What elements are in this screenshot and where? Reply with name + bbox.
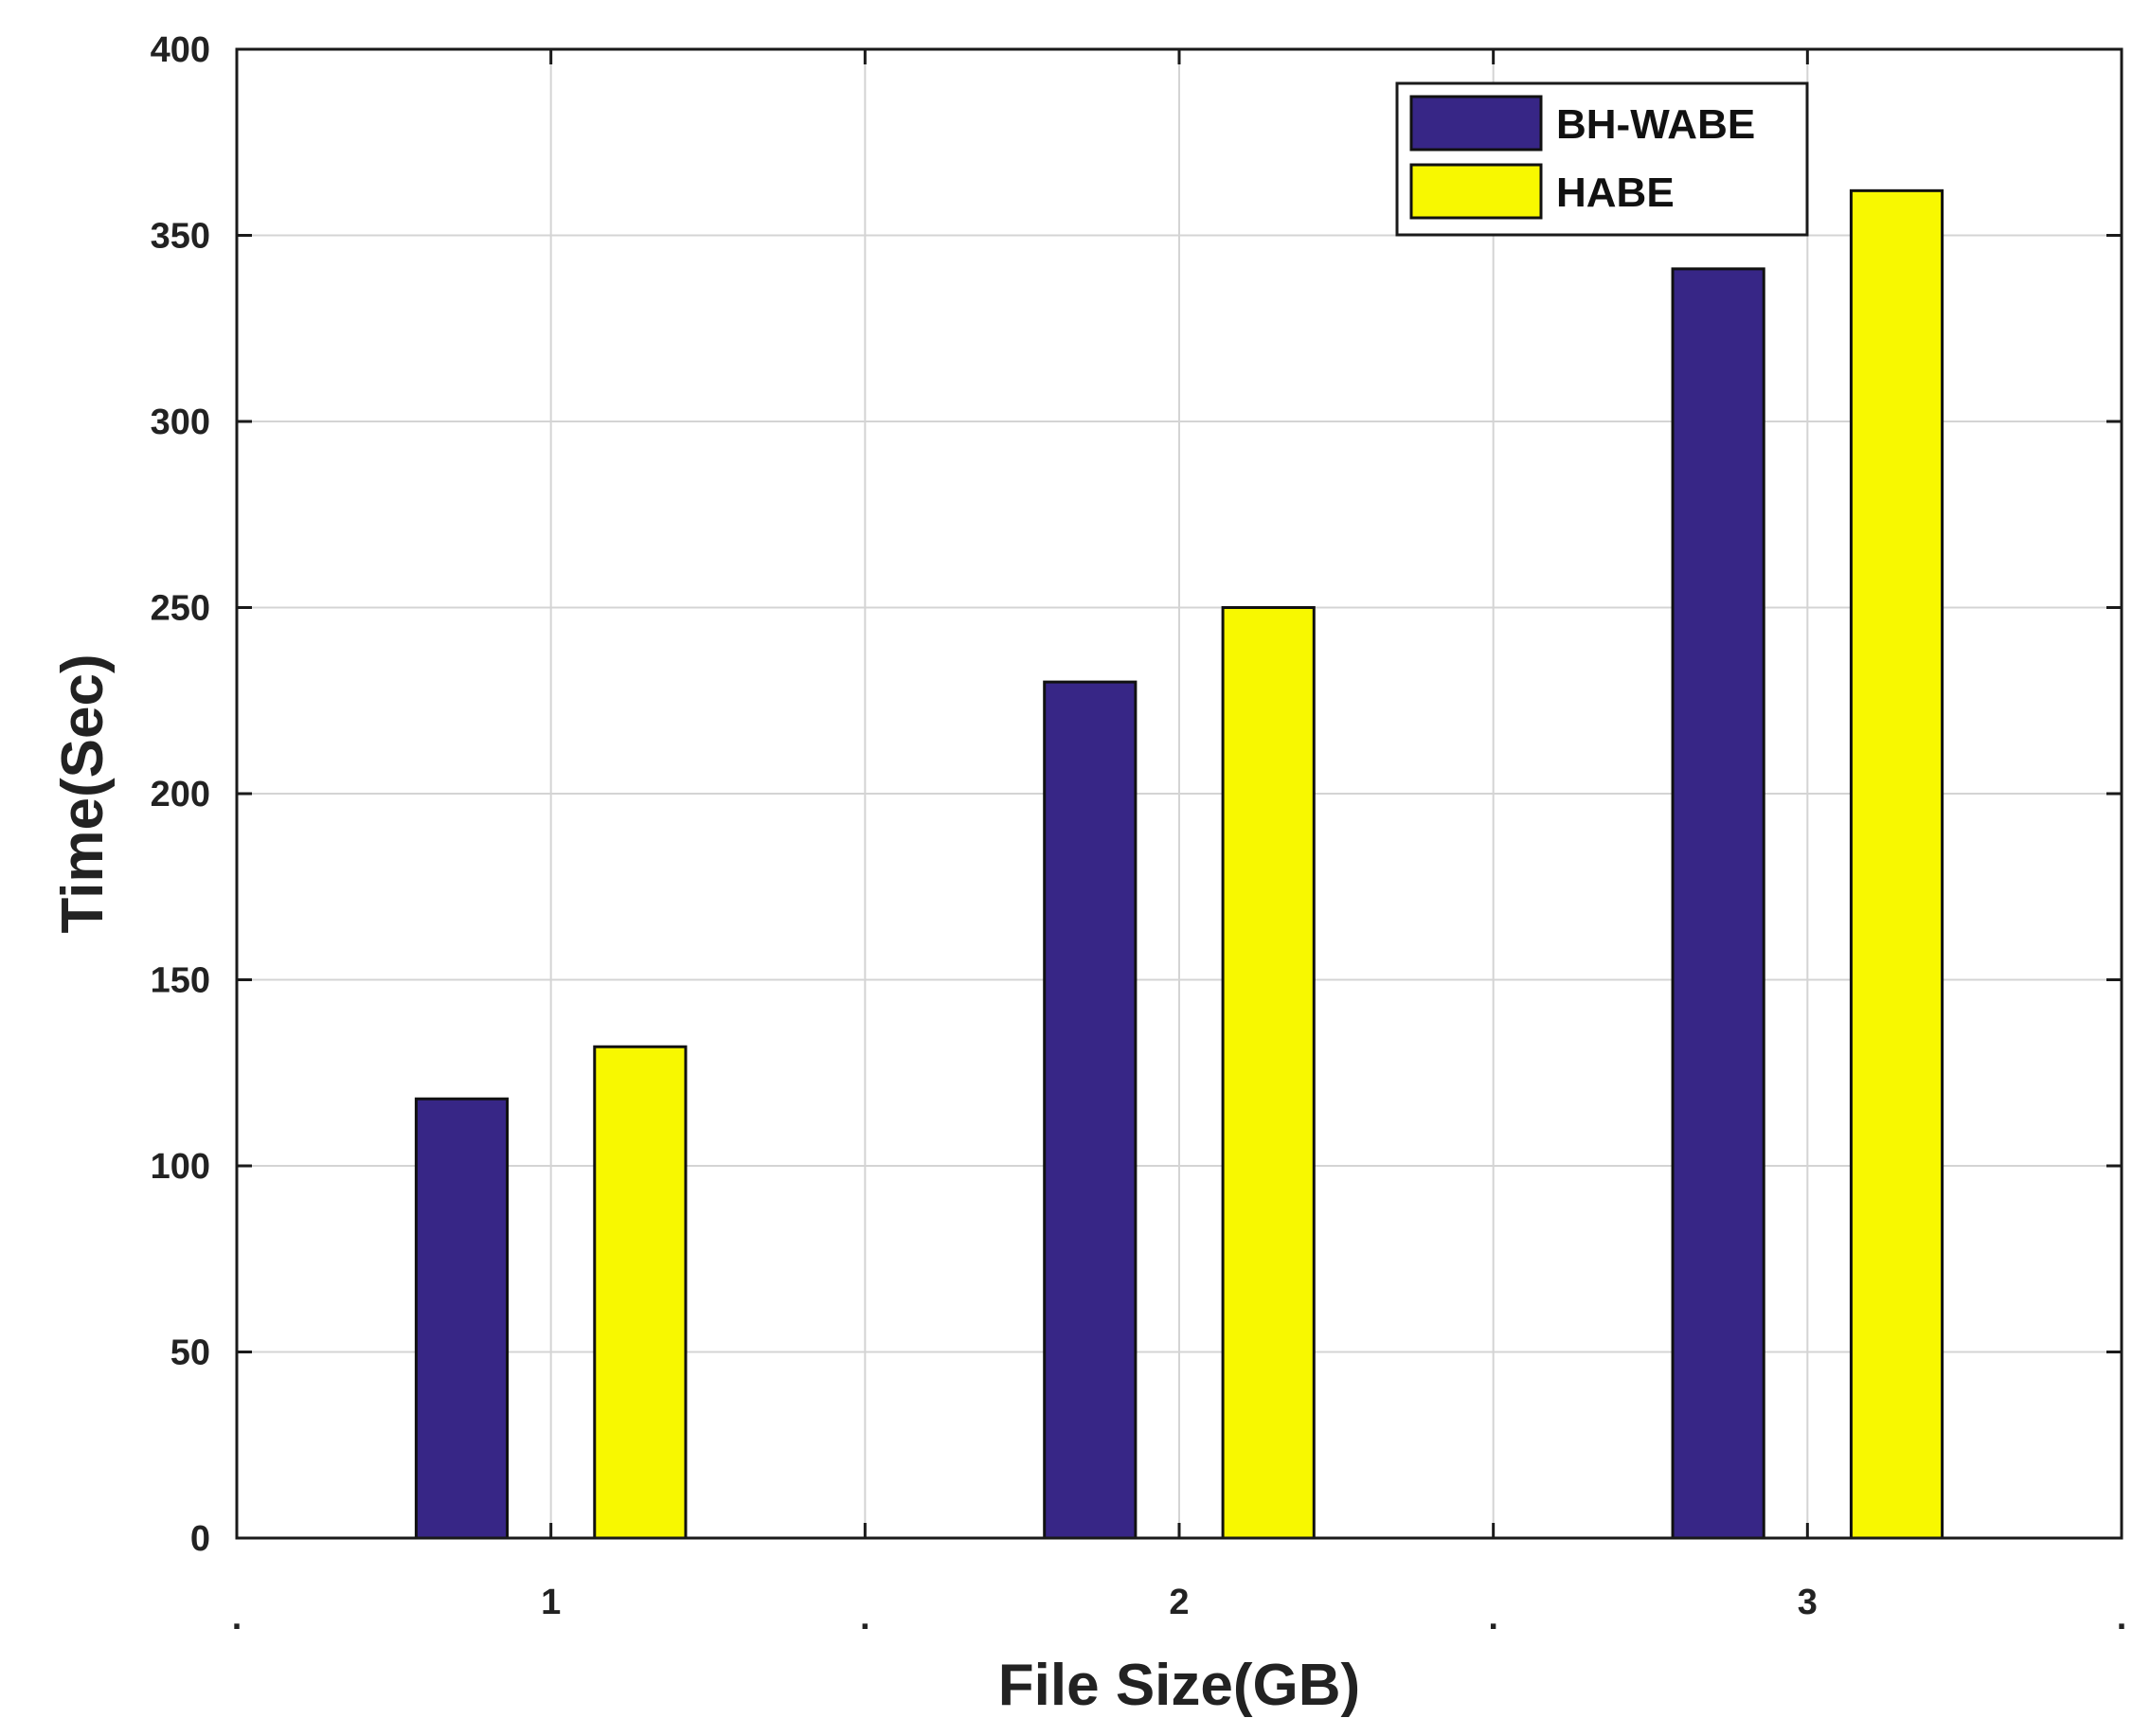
x-tick-label: 3 — [1798, 1583, 1818, 1622]
x-minor-tick-label: . — [860, 1598, 870, 1638]
legend-swatch-habe — [1409, 163, 1543, 220]
axis-ticks — [235, 47, 2123, 1540]
bars — [414, 188, 1944, 1540]
bar-habe-2 — [1221, 606, 1316, 1540]
x-axis-title: File Size(GB) — [998, 1653, 1360, 1718]
y-tick-label: 100 — [151, 1147, 210, 1187]
y-tick-label: 400 — [151, 30, 210, 70]
legend-label-bh-wabe: BH-WABE — [1556, 101, 1755, 148]
y-tick-label: 300 — [151, 403, 210, 442]
bar-bh-wabe-3 — [1671, 267, 1765, 1540]
y-tick-label: 250 — [151, 589, 210, 629]
y-tick-label: 0 — [190, 1519, 210, 1559]
bar-bh-wabe-2 — [1043, 680, 1138, 1540]
y-tick-label: 150 — [151, 961, 210, 1001]
x-tick-labels: 1 2 3.... — [232, 1583, 2127, 1638]
y-tick-label: 200 — [151, 775, 210, 814]
x-minor-tick-label: . — [1488, 1598, 1498, 1638]
y-tick-label: 350 — [151, 217, 210, 257]
bar-bh-wabe-1 — [414, 1097, 510, 1540]
y-tick-label: 50 — [170, 1333, 210, 1373]
legend-label-habe: HABE — [1556, 170, 1675, 216]
y-tick-labels: 0 50 100 150 200 250 300 350 400 — [151, 30, 210, 1559]
x-tick-label: 1 — [541, 1583, 561, 1622]
legend: BH-WABE HABE — [1395, 81, 1809, 237]
x-tick-label: 2 — [1169, 1583, 1189, 1622]
bar-habe-3 — [1849, 188, 1944, 1540]
legend-swatch-bh-wabe — [1409, 95, 1543, 152]
y-axis-title: Time(Sec) — [50, 653, 116, 933]
grid-lines — [237, 49, 2122, 1538]
bar-habe-1 — [593, 1045, 688, 1540]
x-minor-tick-label: . — [2117, 1598, 2127, 1638]
x-minor-tick-label: . — [232, 1598, 242, 1638]
